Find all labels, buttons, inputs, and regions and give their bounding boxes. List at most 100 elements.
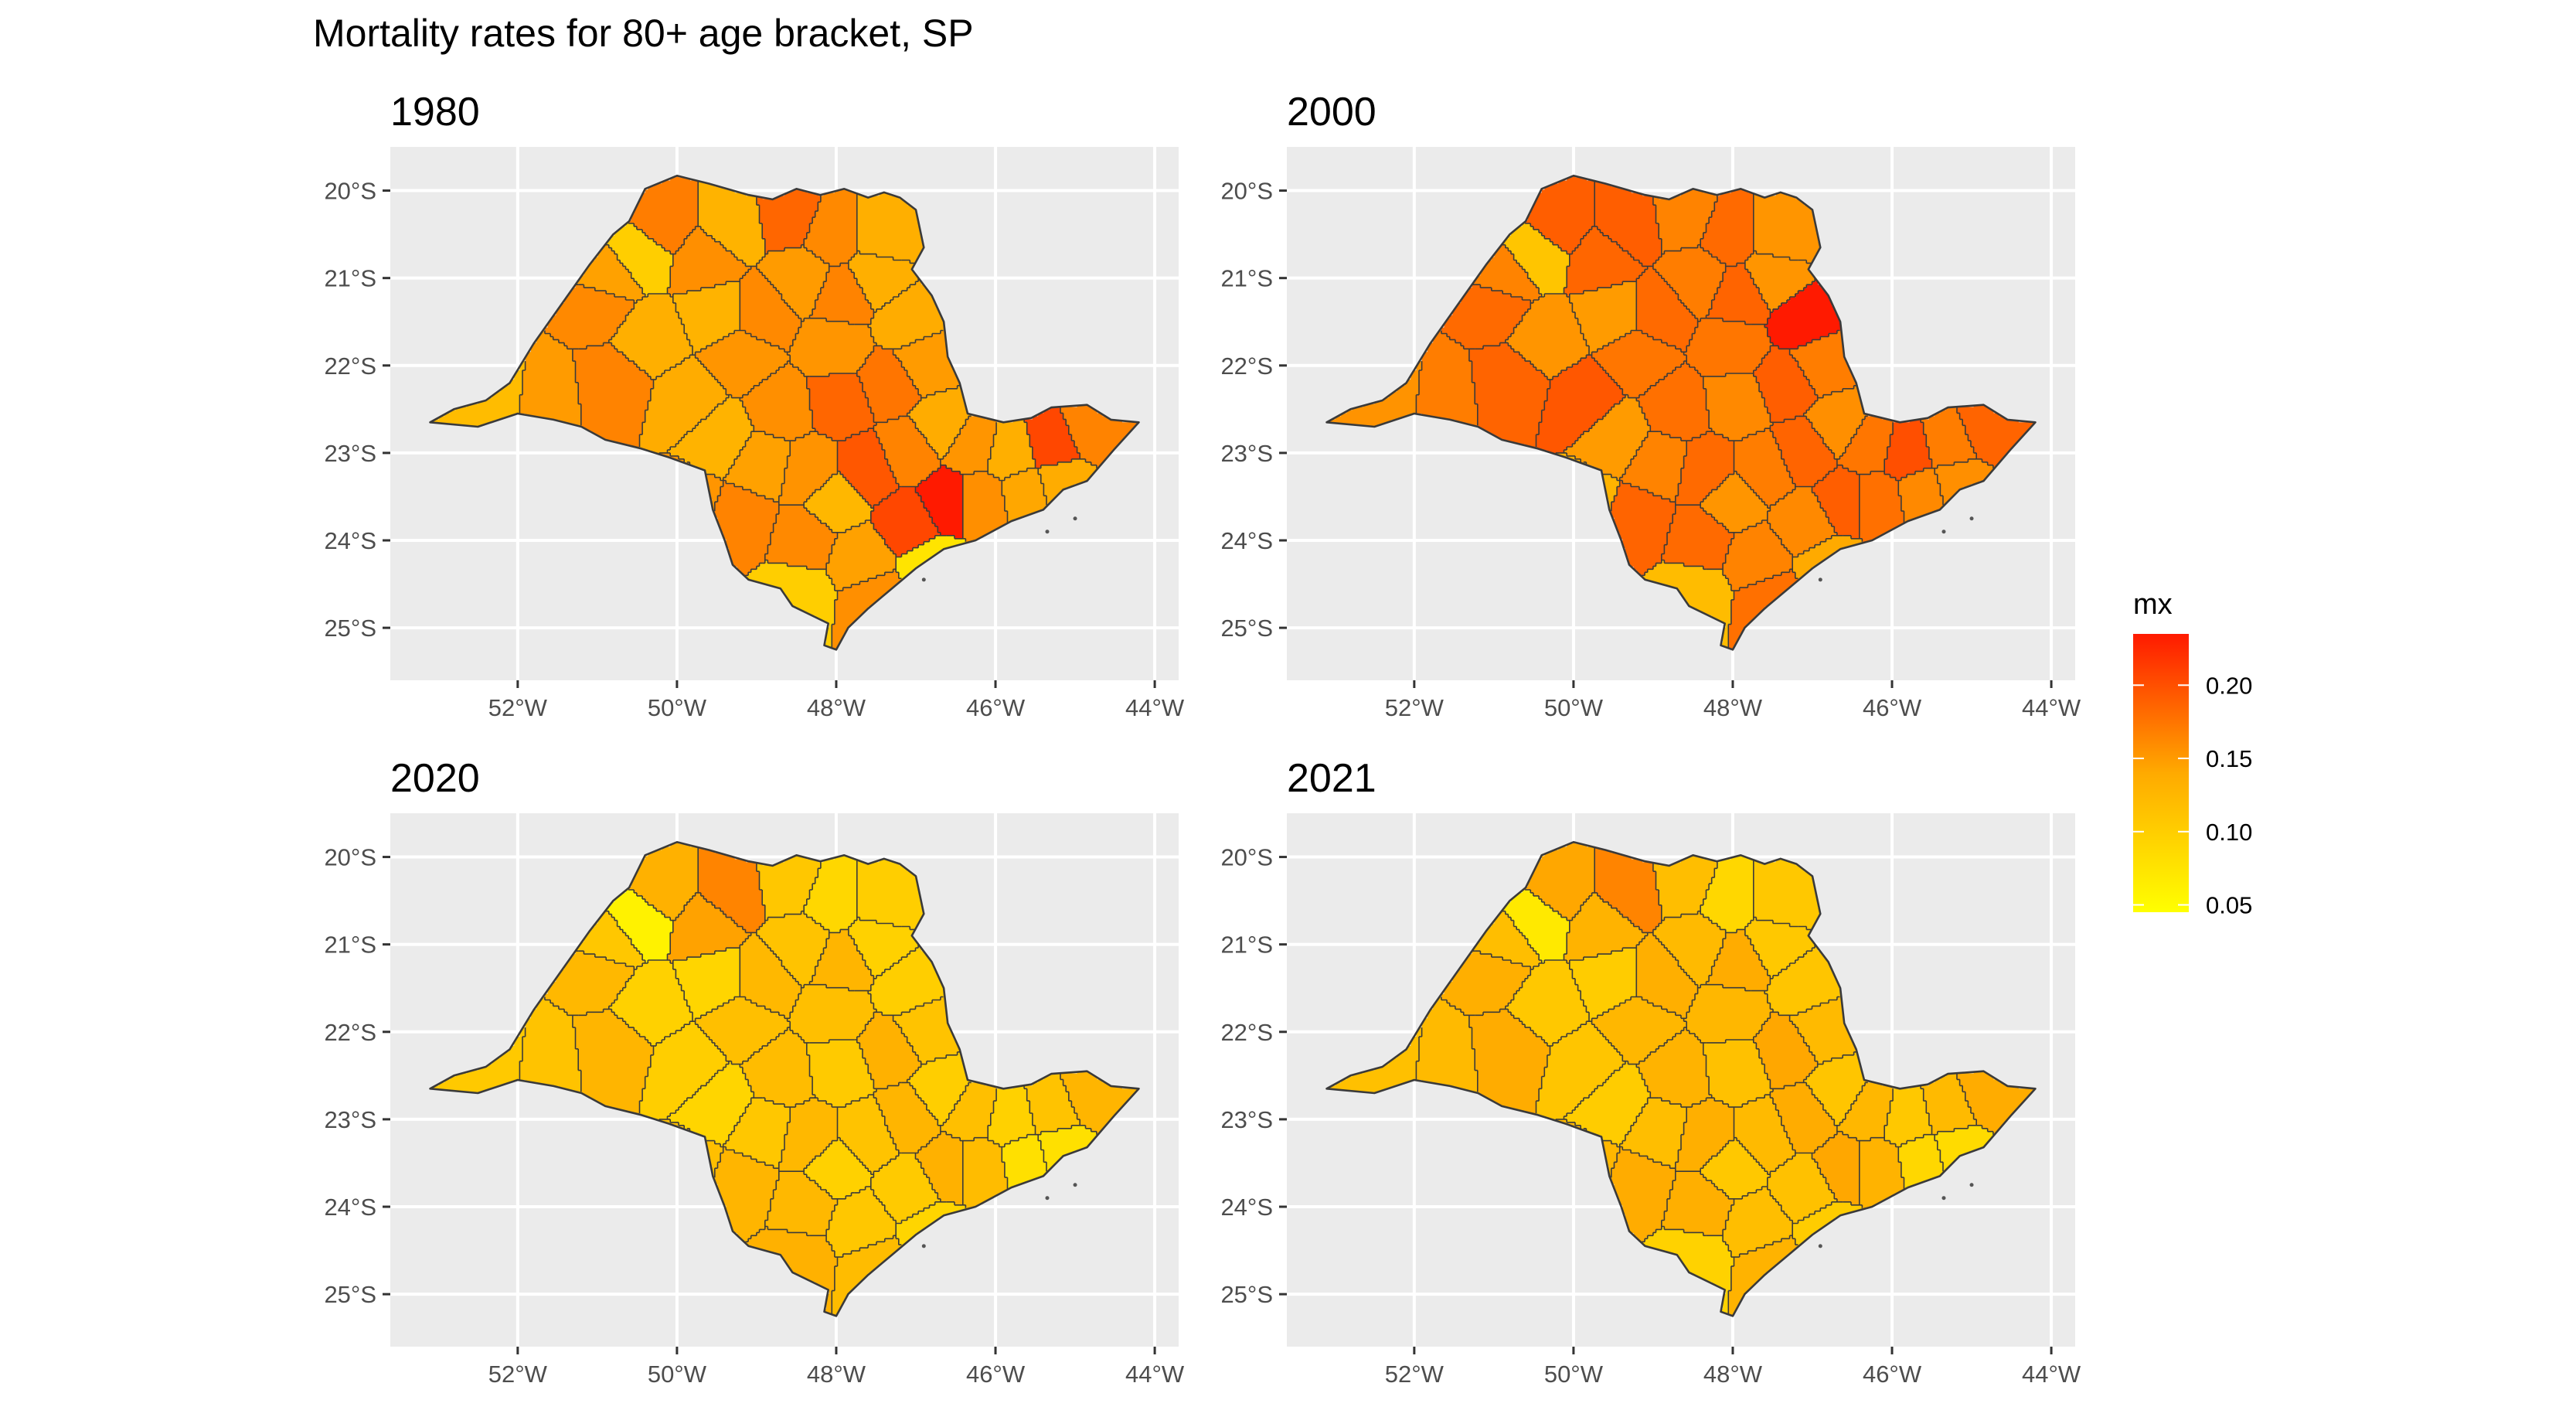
region-2 [544, 951, 635, 1016]
region-11 [1594, 180, 1662, 267]
region-45 [1472, 244, 1543, 304]
region-21 [1636, 1027, 1713, 1108]
region-28 [1803, 1051, 1869, 1126]
region-15 [756, 911, 830, 989]
y-tick-label: 23°S [324, 440, 376, 467]
state-outline [429, 175, 1140, 651]
x-tick-label: 48°W [1703, 1361, 1763, 1388]
region-3 [608, 294, 693, 380]
region-34 [826, 520, 897, 591]
x-tick-label: 44°W [2022, 1361, 2081, 1388]
region-18 [1683, 318, 1774, 377]
region-28 [1803, 385, 1869, 460]
region-19 [1753, 1012, 1819, 1089]
region-48 [893, 330, 961, 399]
region-26 [837, 1095, 900, 1175]
region-32 [962, 471, 1009, 543]
region-35 [764, 1171, 839, 1236]
x-tick-label: 50°W [648, 1361, 707, 1388]
y-tick-label: 21°S [1220, 932, 1273, 959]
region-45 [575, 244, 646, 304]
islet [921, 577, 926, 582]
region-0 [1329, 361, 1423, 426]
region-15 [756, 244, 830, 322]
region-42 [1898, 468, 1944, 524]
y-tick-label: 23°S [1220, 1106, 1273, 1133]
region-23 [723, 431, 791, 502]
region-26 [1734, 428, 1796, 509]
region-13 [804, 189, 858, 267]
region-23 [1619, 431, 1687, 502]
region-11 [698, 180, 766, 267]
region-2 [544, 284, 635, 349]
region-2 [1441, 284, 1531, 349]
y-tick-label: 22°S [324, 353, 376, 380]
region-40 [658, 1119, 724, 1178]
choropleth-map [1325, 841, 2037, 1317]
choropleth-map [1325, 175, 2037, 651]
regions [433, 175, 1139, 649]
region-46 [740, 266, 802, 353]
region-22 [667, 394, 754, 482]
facet-title: 1980 [390, 90, 480, 135]
region-48 [1789, 996, 1857, 1065]
region-46 [1636, 266, 1699, 353]
x-tick-label: 44°W [2022, 694, 2081, 721]
region-36 [988, 1085, 1036, 1148]
region-15 [1652, 911, 1727, 989]
region-39 [1935, 458, 1994, 506]
region-45 [1472, 911, 1543, 970]
region-borders [519, 846, 1097, 1316]
y-tick-label: 24°S [324, 527, 376, 554]
region-8 [1525, 842, 1595, 921]
islet [1073, 516, 1077, 521]
region-49 [1611, 1146, 1676, 1242]
region-15 [1652, 244, 1727, 322]
y-tick-label: 20°S [1220, 844, 1273, 871]
region-19 [1753, 346, 1819, 423]
region-22 [1564, 394, 1651, 482]
y-tick-label: 20°S [324, 844, 376, 871]
x-tick-label: 44°W [1125, 1361, 1185, 1388]
region-42 [1002, 468, 1047, 524]
plot-title: Mortality rates for 80+ age bracket, SP [313, 12, 974, 55]
islet [1818, 1244, 1822, 1248]
region-14 [1753, 192, 1821, 264]
region-34 [1723, 1187, 1793, 1258]
region-borders [1415, 180, 1994, 649]
region-13 [1700, 856, 1754, 933]
region-36 [988, 419, 1036, 482]
region-22 [667, 1061, 754, 1148]
region-8 [1525, 175, 1595, 255]
region-4 [519, 996, 582, 1092]
region-6 [1536, 355, 1626, 454]
region-21 [1636, 361, 1713, 441]
legend-label: 0.15 [2206, 745, 2252, 772]
region-10 [667, 892, 752, 964]
region-29 [940, 416, 997, 475]
region-4 [519, 330, 582, 426]
x-tick-label: 46°W [966, 694, 1026, 721]
region-23 [723, 1098, 791, 1169]
region-5 [572, 342, 655, 448]
x-tick-label: 52°W [1385, 1361, 1445, 1388]
region-36 [1884, 419, 1933, 482]
region-46 [1636, 932, 1699, 1019]
region-30 [915, 1131, 964, 1206]
y-tick-label: 20°S [324, 178, 376, 205]
region-3 [1505, 960, 1590, 1047]
facet-title: 2020 [390, 756, 480, 801]
region-34 [826, 1187, 897, 1258]
y-tick-label: 20°S [1220, 178, 1273, 205]
y-tick-label: 21°S [1220, 265, 1273, 292]
region-10 [667, 226, 752, 298]
color-legend: mx 0.20 0.15 0.10 0.05 [2133, 588, 2252, 919]
region-26 [1734, 1095, 1796, 1175]
region-3 [608, 960, 693, 1047]
region-32 [1859, 1137, 1905, 1209]
region-26 [837, 428, 900, 509]
region-0 [433, 361, 526, 426]
region-40 [658, 452, 724, 512]
facet-panel-2000: 52°W 50°W 48°W 46°W 44°W 20°S 21°S 22°S 23°S 24°S… [1220, 90, 2081, 721]
